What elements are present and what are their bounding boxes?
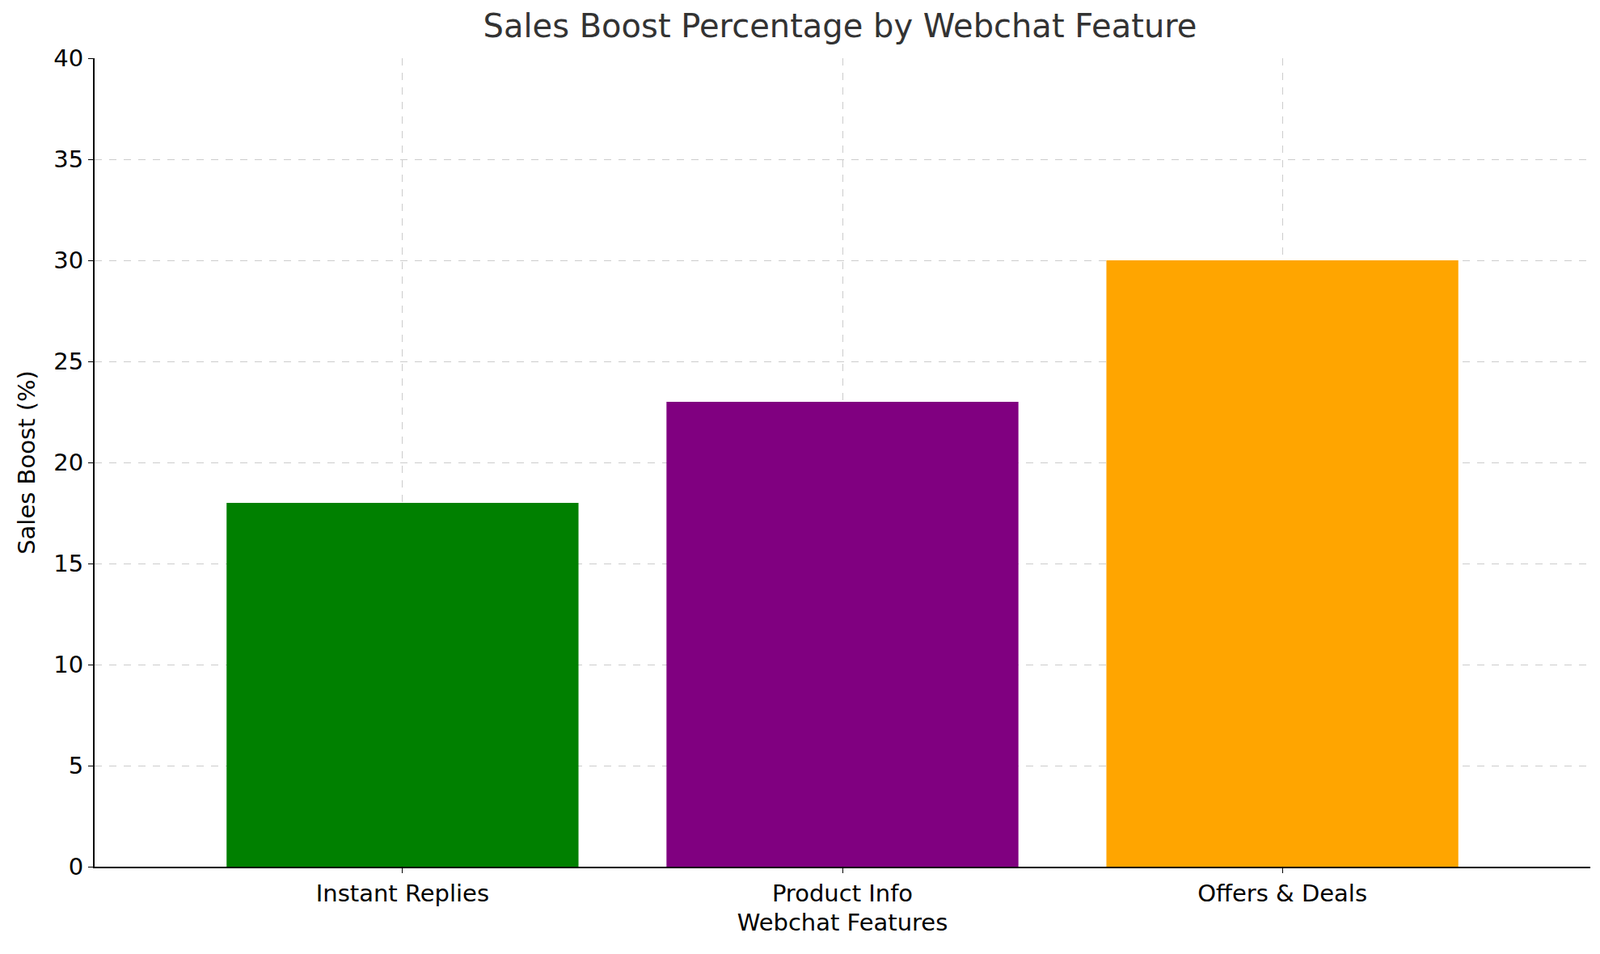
svg-text:20: 20 [53,448,84,477]
svg-text:5: 5 [68,751,84,780]
svg-text:40: 40 [53,44,84,72]
svg-text:Offers & Deals: Offers & Deals [1197,879,1368,908]
svg-text:Instant Replies: Instant Replies [316,879,490,908]
svg-text:Webchat Features: Webchat Features [737,908,949,937]
svg-text:Sales Boost Percentage by Webc: Sales Boost Percentage by Webchat Featur… [483,7,1198,45]
svg-text:30: 30 [53,246,84,275]
svg-text:25: 25 [53,347,84,376]
svg-text:35: 35 [53,145,84,174]
svg-text:10: 10 [53,650,84,679]
svg-text:0: 0 [68,852,84,881]
svg-text:15: 15 [53,549,84,578]
svg-text:Product Info: Product Info [772,879,913,908]
svg-text:Sales Boost (%): Sales Boost (%) [12,370,41,555]
